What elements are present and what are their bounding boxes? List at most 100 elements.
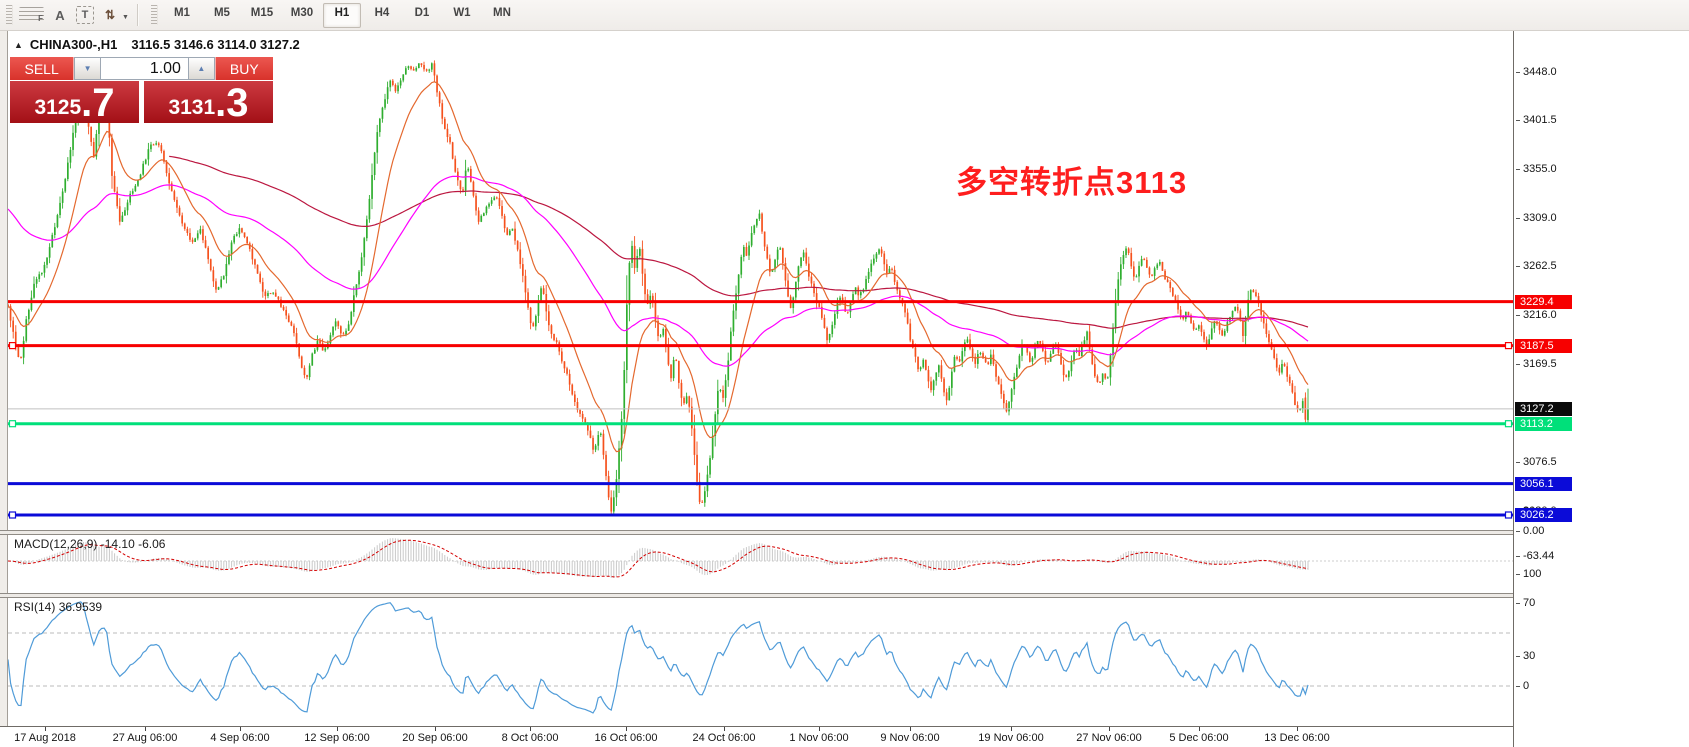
timeframe-button-w1[interactable]: W1 xyxy=(453,6,471,19)
date-label: 9 Nov 06:00 xyxy=(880,732,940,744)
time-tick xyxy=(910,727,911,731)
time-tick xyxy=(1011,727,1012,731)
toolbar-grip-2[interactable] xyxy=(150,5,158,25)
rsi-axis-label: 70 xyxy=(1515,596,1536,609)
timeframe-button-m5[interactable]: M5 xyxy=(213,6,230,19)
price-tick-label: 3401.5 xyxy=(1516,114,1557,127)
ma-slow-line xyxy=(169,155,1309,329)
price-tick-label: 3355.0 xyxy=(1516,163,1557,176)
price-tag-3113.2: 3113.2 xyxy=(1515,416,1572,431)
date-label: 17 Aug 2018 xyxy=(14,732,76,744)
price-tick-label: 3309.0 xyxy=(1516,211,1557,224)
main-chart-svg xyxy=(8,60,1513,519)
macd-label: MACD(12,26,9) -14.10 -6.06 xyxy=(14,537,166,551)
price-tag-3127.2: 3127.2 xyxy=(1515,401,1572,416)
price-tag-3187.5: 3187.5 xyxy=(1515,338,1572,353)
date-label: 8 Oct 06:00 xyxy=(501,732,559,744)
volume-down-button[interactable]: ▼ xyxy=(74,57,101,80)
toolbar-grip[interactable] xyxy=(6,5,13,25)
price-tick-label: 3216.0 xyxy=(1516,309,1557,322)
timeframe-button-m30[interactable]: M30 xyxy=(290,6,314,19)
buy-price-frac: .3 xyxy=(215,81,249,126)
price-tick-label: 3076.5 xyxy=(1516,455,1557,468)
macd-signal-line xyxy=(8,539,1309,578)
volume-input[interactable] xyxy=(100,57,188,80)
rsi-axis-label: 0 xyxy=(1515,679,1530,692)
price-tick-label: 3169.5 xyxy=(1516,358,1557,370)
timeframe-button-m1[interactable]: M1 xyxy=(173,6,190,19)
window-left-edge xyxy=(0,30,8,747)
rsi-panel-svg xyxy=(8,601,1513,714)
price-tag-3229.4: 3229.4 xyxy=(1515,294,1572,309)
macd-axis-label: -63.44 xyxy=(1515,549,1555,562)
panel-separator[interactable] xyxy=(0,530,1689,535)
panel-separator-2[interactable] xyxy=(0,593,1689,598)
price-tick-label: 3262.5 xyxy=(1516,260,1557,273)
sell-price-box[interactable]: 3125.7 xyxy=(10,81,139,123)
timeframe-button-d1[interactable]: D1 xyxy=(414,6,430,19)
buy-price-box[interactable]: 3131.3 xyxy=(144,81,273,123)
date-label: 5 Dec 06:00 xyxy=(1169,732,1229,744)
macd-axis-label: 0.00 xyxy=(1515,524,1545,537)
time-tick xyxy=(530,727,531,731)
time-tick xyxy=(626,727,627,731)
date-label: 12 Sep 06:00 xyxy=(304,732,370,744)
sell-button[interactable]: SELL xyxy=(10,57,75,80)
time-tick xyxy=(45,727,46,731)
price-tick-label: 3448.0 xyxy=(1516,65,1557,78)
time-tick xyxy=(819,727,820,731)
time-tick xyxy=(240,727,241,731)
indicator-grid-icon[interactable]: F xyxy=(19,7,44,23)
rsi-axis-label: 100 xyxy=(1515,567,1542,580)
rsi-label: RSI(14) 36.9539 xyxy=(14,600,103,614)
time-tick xyxy=(724,727,725,731)
date-label: 27 Aug 06:00 xyxy=(112,732,178,744)
annotation-text: 多空转折点3113 xyxy=(956,165,1188,200)
date-label: 4 Sep 06:00 xyxy=(210,732,270,744)
text-label-icon[interactable]: A xyxy=(55,7,65,23)
date-label: 1 Nov 06:00 xyxy=(789,732,849,744)
time-tick xyxy=(435,727,436,731)
timeframe-button-m15[interactable]: M15 xyxy=(250,6,274,19)
volume-up-button[interactable]: ▲ xyxy=(187,57,215,80)
toolbar-separator xyxy=(136,4,139,26)
price-tag-3056.1: 3056.1 xyxy=(1515,476,1572,491)
timeframe-bar: M1 M5 M15 M30 H1 H4 D1 W1 MN xyxy=(162,2,522,28)
date-label: 16 Oct 06:00 xyxy=(594,732,658,744)
rsi-line xyxy=(8,601,1309,714)
date-label: 19 Nov 06:00 xyxy=(978,732,1044,744)
sell-price-frac: .7 xyxy=(81,81,115,126)
time-tick xyxy=(1297,727,1298,731)
buy-button[interactable]: BUY xyxy=(214,57,273,80)
time-tick xyxy=(337,727,338,731)
time-tick xyxy=(1199,727,1200,731)
symbol-title: CHINA300-,H1 xyxy=(29,37,118,52)
time-axis[interactable]: 17 Aug 2018 27 Aug 06:00 4 Sep 06:00 12 Sep… xyxy=(0,726,1689,747)
ohlc-values: 3116.5 3146.6 3114.0 3127.2 xyxy=(131,37,300,52)
timeframe-button-mn[interactable]: MN xyxy=(492,6,511,19)
macd-panel-svg xyxy=(8,538,1513,578)
time-tick xyxy=(1109,727,1110,731)
price-tag-3026.2: 3026.2 xyxy=(1515,508,1572,522)
time-tick xyxy=(145,727,146,731)
collapse-triangle-icon[interactable]: ▲ xyxy=(14,39,23,50)
chart-header: ▲ CHINA300-,H1 3116.5 3146.6 3114.0 3127… xyxy=(14,37,300,52)
date-label: 24 Oct 06:00 xyxy=(692,732,756,744)
rsi-axis-label: 30 xyxy=(1515,649,1536,662)
date-label: 27 Nov 06:00 xyxy=(1076,732,1142,744)
date-label: 13 Dec 06:00 xyxy=(1264,732,1330,744)
date-label: 20 Sep 06:00 xyxy=(402,732,468,744)
timeframe-button-h4[interactable]: H4 xyxy=(374,6,390,19)
price-axis[interactable]: 3448.0 3401.5 3355.0 3309.0 3262.5 3216.0 3169… xyxy=(1513,30,1689,747)
ma-mid-line xyxy=(8,175,1309,367)
text-tool-icon[interactable]: T xyxy=(76,6,94,24)
trade-panel: SELL ▼ ▲ BUY 3125.7 3131.3 xyxy=(10,57,273,123)
timeframe-button-h1[interactable]: H1 xyxy=(322,2,361,28)
cycle-arrows-icon[interactable]: ⇅ xyxy=(104,8,116,22)
ma-fast-line xyxy=(8,81,1309,453)
sell-price-main: 3125 xyxy=(34,96,82,119)
buy-price-main: 3131 xyxy=(168,96,216,119)
chevron-down-icon[interactable]: ▼ xyxy=(122,13,129,21)
chart-window: ▲ CHINA300-,H1 3116.5 3146.6 3114.0 3127… xyxy=(0,30,1689,747)
